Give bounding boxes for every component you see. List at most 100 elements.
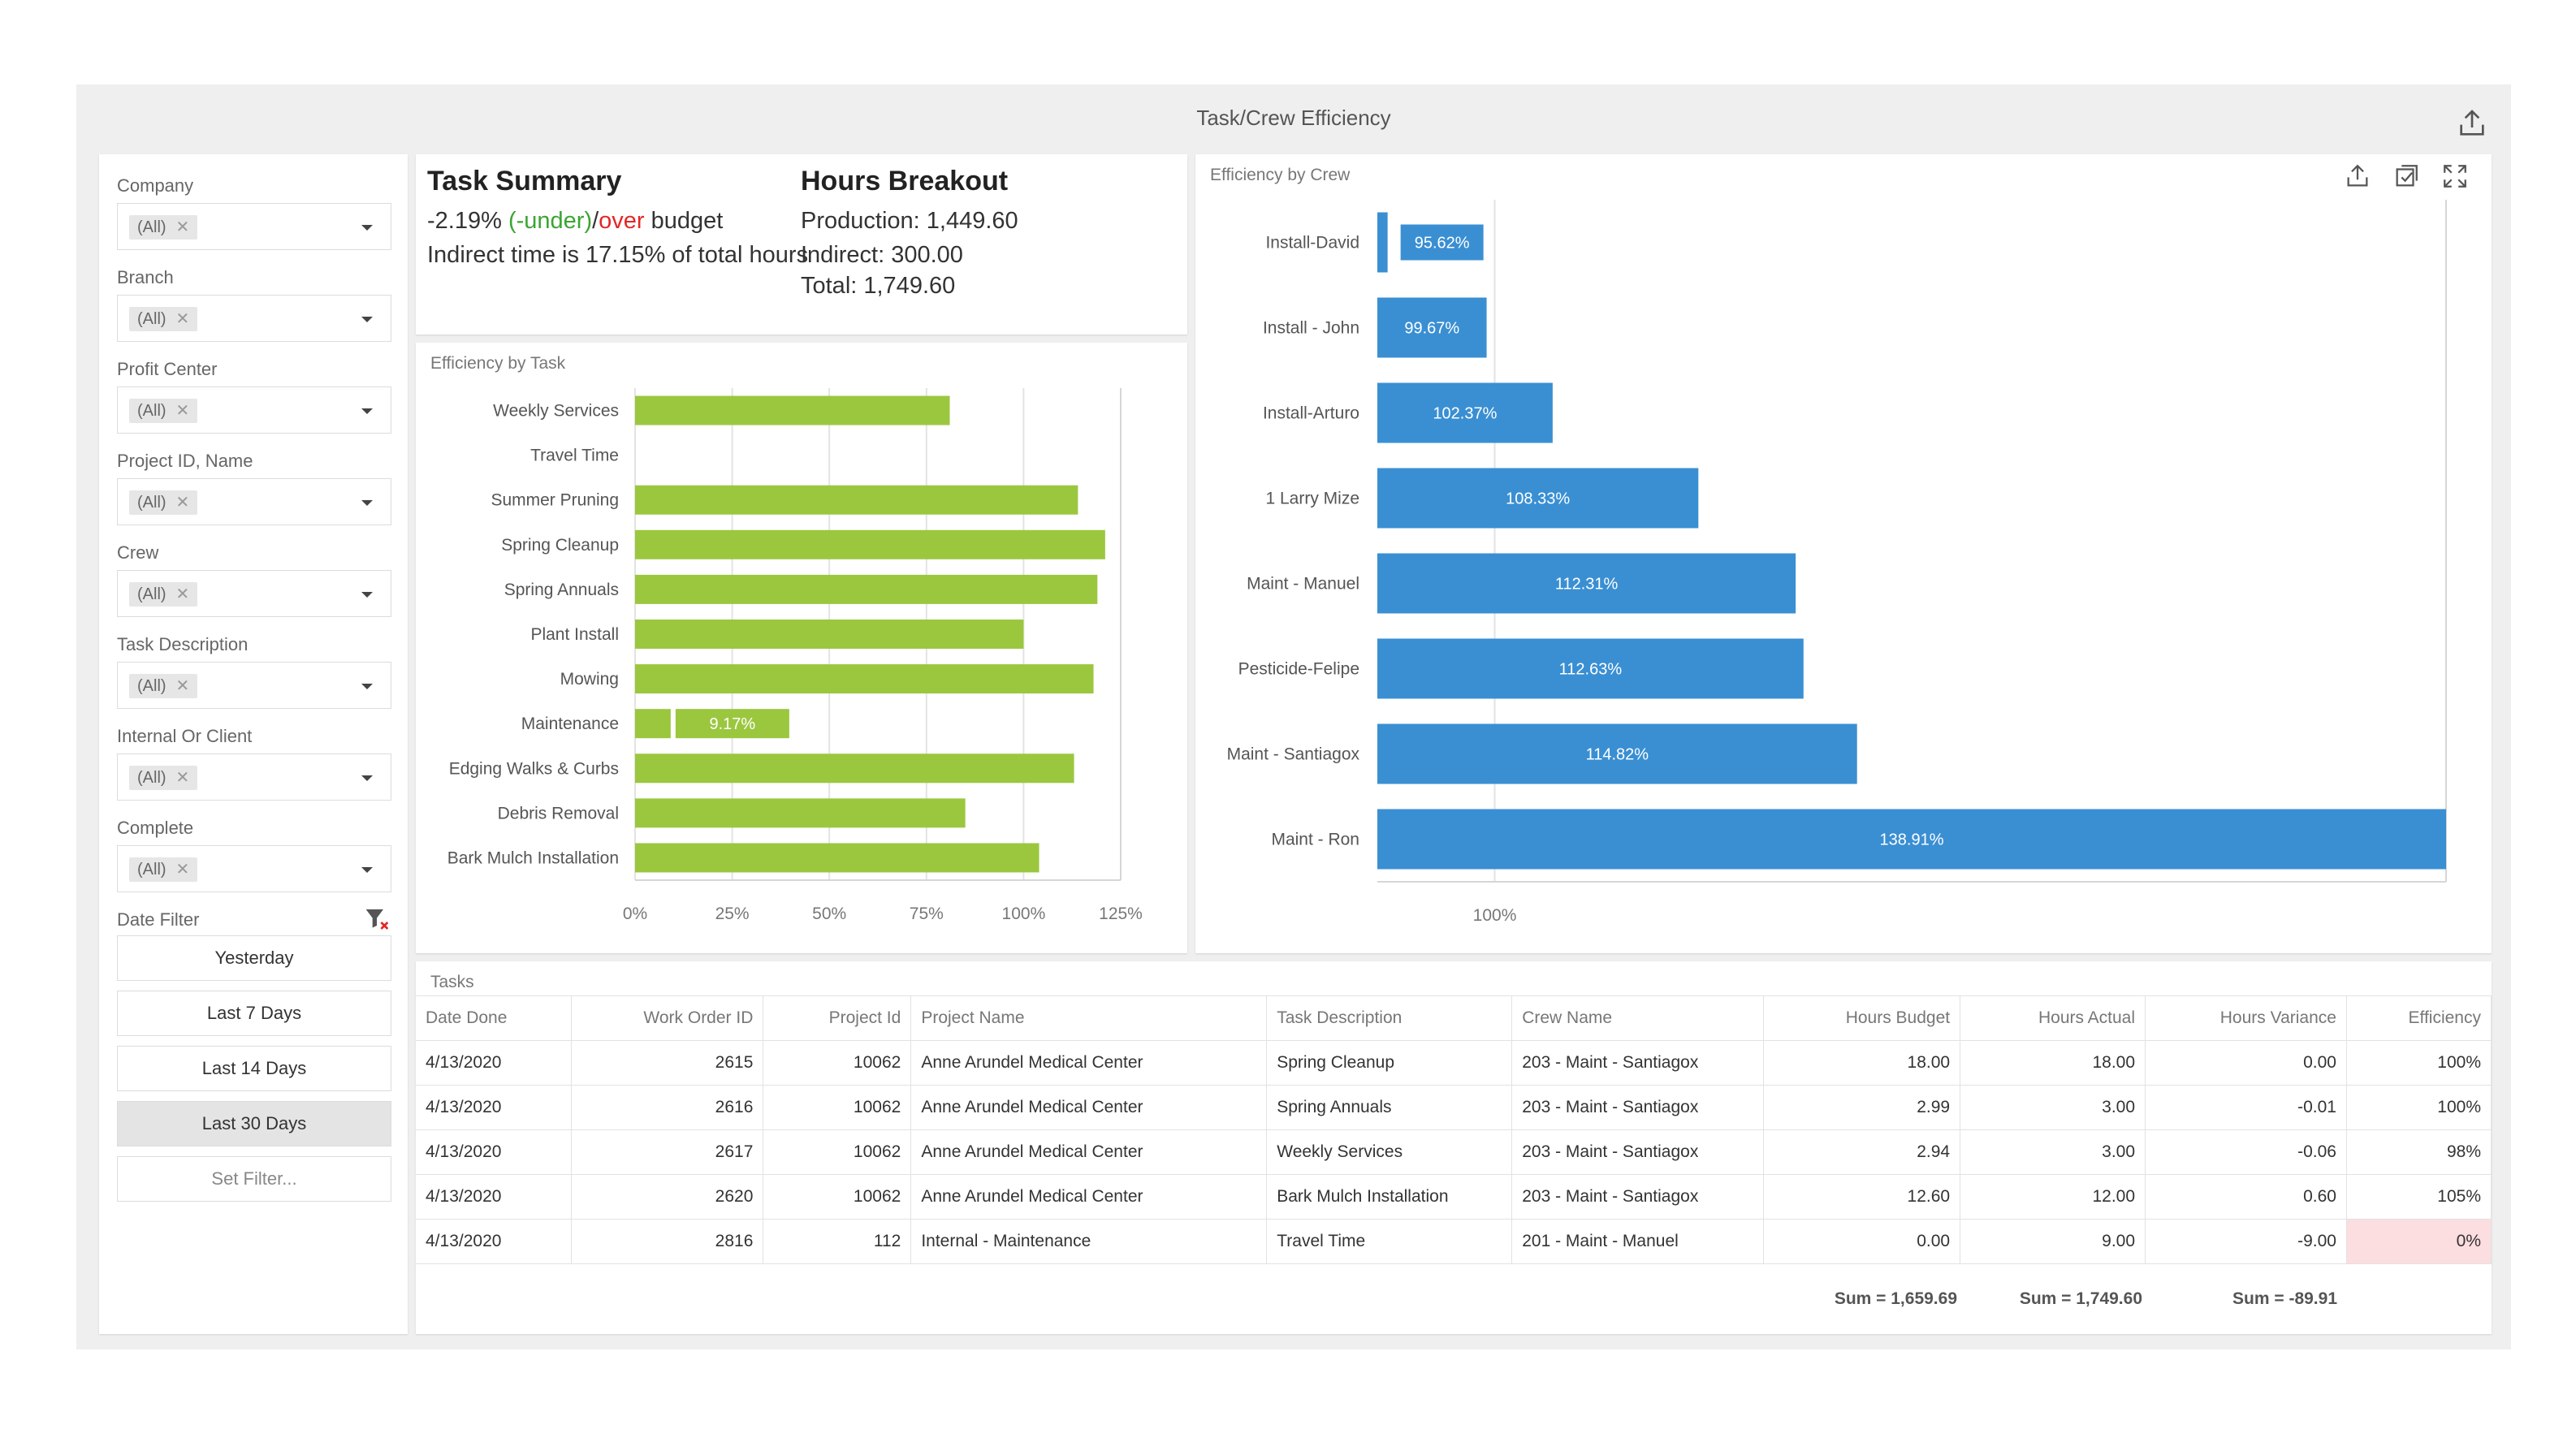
crew-bar[interactable]	[1377, 809, 2446, 870]
crew-chart-title: Efficiency by Crew	[1210, 166, 1351, 184]
export-icon[interactable]	[2456, 107, 2488, 140]
crew-bar[interactable]	[1377, 297, 1487, 358]
table-cell: 98%	[2346, 1129, 2492, 1175]
filter-chip[interactable]: (All) ✕	[129, 307, 198, 331]
table-row[interactable]: 4/13/2020 2615 10062 Anne Arundel Medical C…	[416, 1040, 2492, 1086]
set-filter-button[interactable]: Set Filter...	[117, 1156, 391, 1202]
task-bar[interactable]	[635, 574, 1098, 604]
date-filter-option[interactable]: Last 30 Days	[117, 1101, 391, 1146]
table-row[interactable]: 4/13/2020 2617 10062 Anne Arundel Medical C…	[416, 1129, 2492, 1175]
column-header[interactable]: Work Order ID	[571, 995, 764, 1041]
column-header[interactable]: Hours Actual	[1960, 995, 2146, 1041]
filter-chip-value: (All)	[137, 310, 166, 328]
table-cell: 10062	[763, 1040, 912, 1086]
task-bar[interactable]	[635, 529, 1105, 559]
column-header[interactable]: Project Id	[763, 995, 912, 1041]
crew-bar[interactable]	[1377, 382, 1553, 443]
multi-select-icon[interactable]	[2392, 162, 2420, 190]
table-row[interactable]: 4/13/2020 2620 10062 Anne Arundel Medical C…	[416, 1174, 2492, 1220]
filter-dropdown[interactable]: (All) ✕	[117, 662, 391, 709]
table-cell: 2615	[571, 1040, 764, 1086]
date-filter-option[interactable]: Yesterday	[117, 935, 391, 981]
task-bar[interactable]	[635, 620, 1024, 649]
remove-icon[interactable]: ✕	[175, 769, 190, 787]
column-header[interactable]: Project Name	[910, 995, 1268, 1041]
crew-bar[interactable]	[1377, 638, 1804, 699]
maximize-icon[interactable]	[2441, 162, 2469, 190]
chevron-down-icon[interactable]	[361, 500, 373, 506]
filter-label: Complete	[117, 818, 194, 838]
filter-dropdown[interactable]: (All) ✕	[117, 386, 391, 434]
crew-bar[interactable]	[1377, 468, 1699, 529]
task-bar[interactable]	[635, 753, 1074, 784]
table-cell: 3.00	[1960, 1085, 2146, 1130]
filter-chip[interactable]: (All) ✕	[129, 215, 198, 240]
under-label: (-under)	[508, 208, 593, 234]
chevron-down-icon[interactable]	[361, 408, 373, 414]
remove-icon[interactable]: ✕	[175, 861, 190, 879]
task-bar[interactable]	[635, 843, 1039, 873]
filter-dropdown[interactable]: (All) ✕	[117, 570, 391, 617]
x-tick-label: 25%	[715, 905, 750, 923]
filter-dropdown[interactable]: (All) ✕	[117, 295, 391, 342]
crew-category-label: Install-David	[1265, 234, 1359, 253]
table-cell: Anne Arundel Medical Center	[910, 1129, 1268, 1175]
filter-dropdown[interactable]: (All) ✕	[117, 478, 391, 525]
task-bar[interactable]	[635, 664, 1094, 694]
table-cell: 0.00	[2145, 1040, 2347, 1086]
clear-filter-icon[interactable]	[364, 906, 390, 932]
task-bar[interactable]	[635, 709, 671, 739]
remove-icon[interactable]: ✕	[175, 494, 190, 512]
task-category-label: Bark Mulch Installation	[447, 848, 619, 867]
task-bar[interactable]	[635, 395, 950, 425]
crew-bar[interactable]	[1377, 212, 1388, 273]
table-cell: 4/13/2020	[416, 1085, 573, 1130]
filter-chip[interactable]: (All) ✕	[129, 766, 198, 790]
remove-icon[interactable]: ✕	[175, 310, 190, 328]
remove-icon[interactable]: ✕	[175, 585, 190, 603]
column-header[interactable]: Hours Budget	[1763, 995, 1961, 1041]
crew-bar[interactable]	[1377, 723, 1857, 784]
crew-category-label: Maint - Santiagox	[1227, 745, 1360, 764]
task-data-label: 9.17%	[710, 715, 756, 733]
filter-chip-value: (All)	[137, 861, 166, 879]
chevron-down-icon[interactable]	[361, 225, 373, 231]
chevron-down-icon[interactable]	[361, 317, 373, 322]
remove-icon[interactable]: ✕	[175, 677, 190, 695]
chevron-down-icon[interactable]	[361, 775, 373, 781]
export-icon[interactable]	[2344, 162, 2371, 190]
table-cell: 112	[763, 1219, 912, 1264]
table-cell: 9.00	[1960, 1219, 2146, 1264]
column-header[interactable]: Efficiency	[2346, 995, 2492, 1041]
filter-dropdown[interactable]: (All) ✕	[117, 203, 391, 250]
date-filter-option[interactable]: Last 14 Days	[117, 1046, 391, 1091]
filter-chip[interactable]: (All) ✕	[129, 582, 198, 607]
table-header-row: Date Done Work Order ID Project Id Project …	[416, 995, 2492, 1041]
filter-chip[interactable]: (All) ✕	[129, 490, 198, 515]
table-row[interactable]: 4/13/2020 2816 112 Internal - Maintenance Tr…	[416, 1219, 2492, 1264]
chevron-down-icon[interactable]	[361, 592, 373, 598]
remove-icon[interactable]: ✕	[175, 218, 190, 236]
filter-chip[interactable]: (All) ✕	[129, 399, 198, 423]
column-header[interactable]: Hours Variance	[2145, 995, 2347, 1041]
remove-icon[interactable]: ✕	[175, 402, 190, 420]
date-filter-option[interactable]: Last 7 Days	[117, 991, 391, 1036]
chevron-down-icon[interactable]	[361, 867, 373, 873]
table-cell: 4/13/2020	[416, 1174, 573, 1220]
filter-dropdown[interactable]: (All) ✕	[117, 845, 391, 892]
column-header[interactable]: Crew Name	[1511, 995, 1765, 1041]
filter-chip[interactable]: (All) ✕	[129, 674, 198, 698]
filter-chip[interactable]: (All) ✕	[129, 857, 198, 882]
filter-chip-value: (All)	[137, 585, 166, 603]
table-row[interactable]: 4/13/2020 2616 10062 Anne Arundel Medical C…	[416, 1085, 2492, 1130]
chevron-down-icon[interactable]	[361, 684, 373, 689]
tasks-table: Date Done Work Order ID Project Id Project …	[416, 995, 2492, 1264]
crew-bar[interactable]	[1377, 553, 1796, 614]
filter-dropdown[interactable]: (All) ✕	[117, 753, 391, 801]
table-cell: 203 - Maint - Santiagox	[1511, 1085, 1765, 1130]
column-header[interactable]: Task Description	[1266, 995, 1513, 1041]
column-header[interactable]: Date Done	[416, 995, 573, 1041]
task-bar[interactable]	[635, 485, 1078, 515]
crew-data-label: 108.33%	[1506, 490, 1570, 508]
task-bar[interactable]	[635, 798, 966, 828]
